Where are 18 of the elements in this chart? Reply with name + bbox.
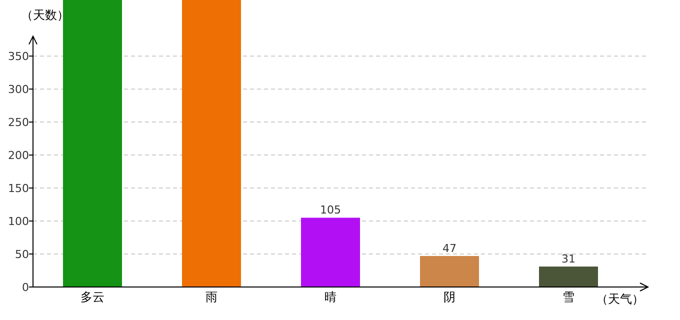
data-label: 105 (320, 204, 341, 217)
x-tick-label: 多云 (80, 290, 104, 304)
x-tick-label: 晴 (324, 290, 336, 304)
data-label: 31 (562, 252, 576, 266)
x-tick-label: 雪 (562, 290, 574, 304)
x-axis-title: （天气） (596, 292, 644, 306)
y-tick-label: 50 (15, 248, 29, 262)
y-tick-label: 200 (8, 149, 29, 162)
y-tick-label: 250 (8, 116, 29, 130)
data-label: 47 (442, 242, 456, 255)
y-tick-label: 150 (8, 182, 29, 196)
y-axis-title: （天数） (21, 8, 69, 22)
y-tick-label: 300 (8, 83, 29, 96)
x-tick-label: 阴 (444, 290, 456, 304)
y-tick-label: 350 (8, 50, 29, 64)
y-tick-label: 0 (22, 281, 29, 294)
x-tick-label: 雨 (206, 290, 218, 304)
y-tick-label: 100 (8, 215, 29, 228)
